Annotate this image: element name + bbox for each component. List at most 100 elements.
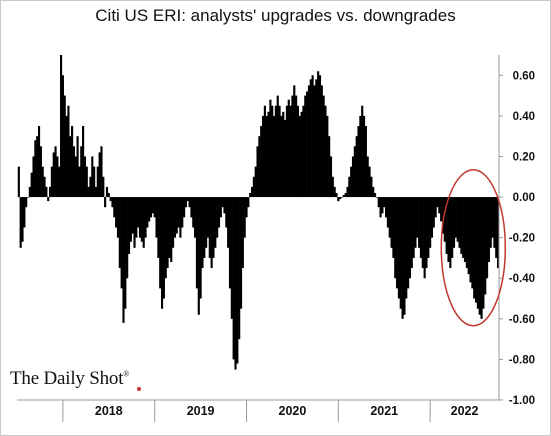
brand-logo: The Daily Shot® xyxy=(10,368,141,391)
bar xyxy=(480,197,483,319)
bar xyxy=(175,197,178,234)
bar xyxy=(17,166,20,198)
bar xyxy=(379,197,382,218)
bar xyxy=(39,146,42,198)
bar xyxy=(37,126,41,198)
bar xyxy=(232,197,235,360)
bar xyxy=(137,197,140,228)
bar xyxy=(456,197,459,242)
bar xyxy=(353,146,356,198)
bar xyxy=(32,156,35,198)
bar xyxy=(416,197,419,238)
bar xyxy=(495,197,498,258)
bar xyxy=(388,197,391,238)
bar xyxy=(148,197,151,222)
bar xyxy=(276,95,279,198)
bar xyxy=(269,99,272,198)
bar xyxy=(377,197,380,208)
bar xyxy=(135,197,138,238)
bar xyxy=(289,105,292,198)
bar xyxy=(239,197,243,309)
bar xyxy=(36,136,39,198)
bar xyxy=(65,115,68,198)
bar xyxy=(317,71,320,198)
bar xyxy=(438,197,441,214)
bar xyxy=(311,75,314,198)
bar xyxy=(326,115,329,198)
bar xyxy=(445,197,448,254)
bar xyxy=(149,197,153,218)
bar xyxy=(320,85,323,198)
bar xyxy=(329,156,333,198)
bar xyxy=(205,197,208,248)
bar xyxy=(105,186,109,198)
bar xyxy=(155,197,158,238)
bar xyxy=(160,197,164,309)
bar xyxy=(54,146,57,198)
bar xyxy=(214,197,217,248)
bar xyxy=(396,197,399,289)
bar xyxy=(25,197,28,208)
bar xyxy=(197,197,200,315)
y-tick-label: -1.00 xyxy=(509,395,535,407)
bar xyxy=(307,85,311,198)
bar xyxy=(71,126,74,198)
bar xyxy=(206,197,210,238)
bar xyxy=(184,197,187,208)
bar xyxy=(212,197,215,258)
bar xyxy=(476,197,479,309)
bar xyxy=(368,166,371,198)
bar xyxy=(210,197,213,269)
bar xyxy=(247,197,250,208)
bar xyxy=(21,197,24,242)
bar xyxy=(250,186,254,198)
bar xyxy=(263,105,266,198)
bar xyxy=(151,197,154,214)
bar xyxy=(245,197,248,218)
bar xyxy=(219,197,222,218)
bar xyxy=(190,197,193,218)
bar xyxy=(80,146,83,198)
bar xyxy=(487,197,490,262)
bar xyxy=(72,146,75,198)
bar xyxy=(85,166,88,198)
bar xyxy=(361,105,364,198)
bar xyxy=(408,197,412,279)
bar xyxy=(403,197,406,315)
bar xyxy=(241,197,244,269)
bar xyxy=(469,197,472,283)
bar xyxy=(394,197,397,279)
bar xyxy=(43,176,46,198)
y-tick-label: 0.40 xyxy=(513,111,535,123)
bar xyxy=(82,126,85,198)
bar xyxy=(177,197,180,228)
bar xyxy=(351,156,355,198)
bar xyxy=(295,95,298,198)
bar xyxy=(423,197,426,279)
bar xyxy=(216,197,219,238)
bar xyxy=(34,140,37,198)
bar xyxy=(375,197,378,198)
bar xyxy=(285,105,288,198)
bar xyxy=(331,176,334,198)
bar xyxy=(449,197,452,269)
bar xyxy=(26,197,30,198)
bar xyxy=(83,156,87,198)
bar xyxy=(497,197,500,269)
bar xyxy=(170,197,173,262)
bar xyxy=(309,79,312,198)
bar xyxy=(225,197,228,228)
bar xyxy=(69,136,72,198)
bar-series xyxy=(17,55,500,370)
bar xyxy=(324,105,327,198)
bar xyxy=(482,197,485,309)
bar xyxy=(280,115,283,198)
x-tick-label: 2022 xyxy=(451,404,479,418)
bar xyxy=(166,197,169,269)
bar xyxy=(397,197,400,299)
bar xyxy=(144,197,147,238)
bar xyxy=(67,105,70,198)
bar xyxy=(192,197,195,228)
bar xyxy=(47,197,50,202)
bar xyxy=(304,95,307,198)
